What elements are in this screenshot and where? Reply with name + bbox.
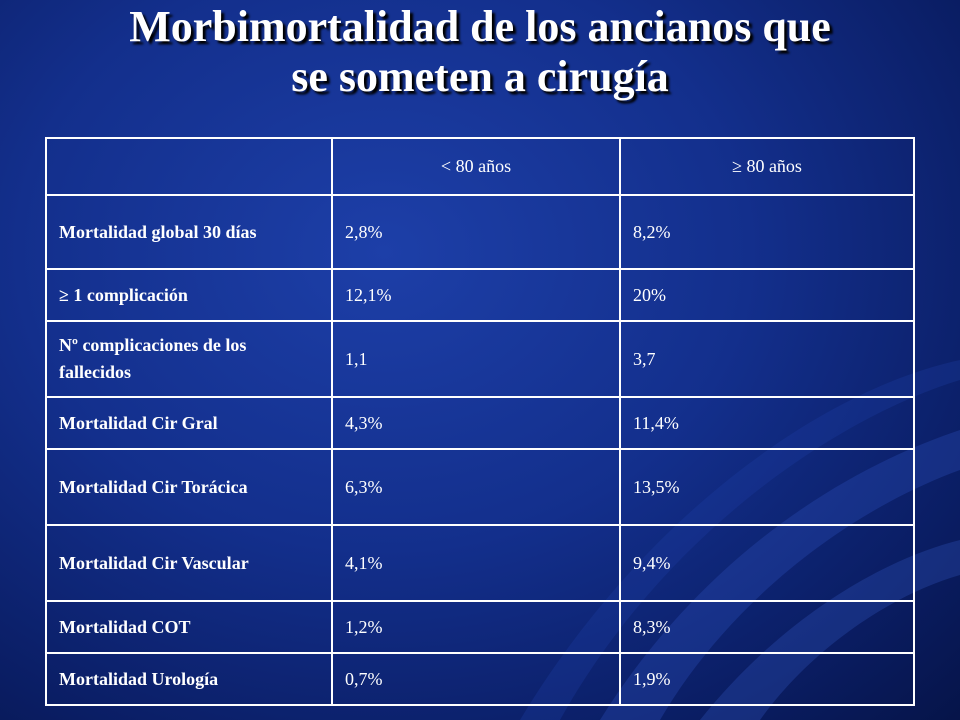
- morbimortality-table: < 80 años ≥ 80 años Mortalidad global 30…: [45, 137, 915, 706]
- slide-title-line-2: se someten a cirugía: [291, 52, 669, 101]
- value-80-and-over: 3,7: [619, 320, 915, 398]
- row-label: Mortalidad Cir Vascular: [45, 524, 333, 602]
- slide-title: Morbimortalidad de los ancianos que se s…: [0, 2, 960, 102]
- row-label: Mortalidad global 30 días: [45, 194, 333, 270]
- value-under-80: 6,3%: [331, 448, 621, 526]
- header-empty-cell: [45, 137, 333, 196]
- header-80-and-over: ≥ 80 años: [619, 137, 915, 196]
- row-label: Nº complicaciones de los fallecidos: [45, 320, 333, 398]
- table-header-row: < 80 años ≥ 80 años: [45, 137, 915, 196]
- header-under-80: < 80 años: [331, 137, 621, 196]
- row-label: Mortalidad COT: [45, 600, 333, 654]
- table-row: Mortalidad Cir Gral 4,3% 11,4%: [45, 396, 915, 450]
- table-row: Nº complicaciones de los fallecidos 1,1 …: [45, 320, 915, 398]
- value-80-and-over: 13,5%: [619, 448, 915, 526]
- value-80-and-over: 8,3%: [619, 600, 915, 654]
- table-row: Mortalidad Cir Torácica 6,3% 13,5%: [45, 448, 915, 526]
- table-row: Mortalidad Urología 0,7% 1,9%: [45, 652, 915, 706]
- slide-title-line-1: Morbimortalidad de los ancianos que: [129, 2, 831, 51]
- row-label: Mortalidad Urología: [45, 652, 333, 706]
- value-80-and-over: 11,4%: [619, 396, 915, 450]
- row-label: ≥ 1 complicación: [45, 268, 333, 322]
- row-label: Mortalidad Cir Torácica: [45, 448, 333, 526]
- row-label: Mortalidad Cir Gral: [45, 396, 333, 450]
- value-under-80: 1,1: [331, 320, 621, 398]
- table-row: Mortalidad global 30 días 2,8% 8,2%: [45, 194, 915, 270]
- value-80-and-over: 1,9%: [619, 652, 915, 706]
- value-80-and-over: 9,4%: [619, 524, 915, 602]
- value-under-80: 2,8%: [331, 194, 621, 270]
- value-under-80: 4,1%: [331, 524, 621, 602]
- value-under-80: 4,3%: [331, 396, 621, 450]
- value-80-and-over: 8,2%: [619, 194, 915, 270]
- value-under-80: 1,2%: [331, 600, 621, 654]
- table-row: ≥ 1 complicación 12,1% 20%: [45, 268, 915, 322]
- value-under-80: 0,7%: [331, 652, 621, 706]
- value-80-and-over: 20%: [619, 268, 915, 322]
- table-row: Mortalidad Cir Vascular 4,1% 9,4%: [45, 524, 915, 602]
- table-row: Mortalidad COT 1,2% 8,3%: [45, 600, 915, 654]
- value-under-80: 12,1%: [331, 268, 621, 322]
